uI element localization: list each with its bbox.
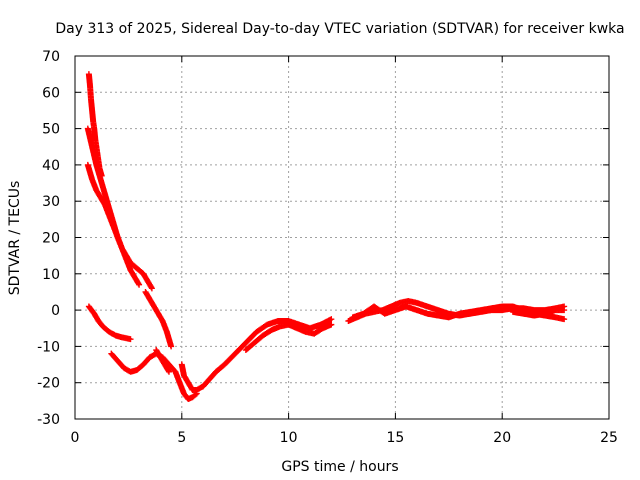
data-series: [84, 71, 568, 403]
y-tick-label: 20: [42, 231, 60, 247]
series-arc-9: [242, 321, 335, 354]
series-arc-3: [84, 161, 155, 292]
y-tick-label: 70: [42, 49, 60, 65]
y-tick-label: 10: [42, 267, 60, 283]
data-point-markers: [509, 307, 568, 319]
x-tick-label: 10: [280, 430, 298, 446]
x-axis-label: GPS time / hours: [281, 459, 398, 475]
data-point-markers: [178, 316, 335, 393]
y-tick-label: 50: [42, 122, 60, 138]
x-tick-label: 15: [386, 430, 404, 446]
y-tick-label: 0: [51, 303, 60, 319]
data-point-markers: [142, 288, 175, 350]
series-arc-8: [178, 316, 335, 393]
y-tick-label: 40: [42, 158, 60, 174]
data-point-markers: [85, 303, 134, 343]
series-arc-7: [153, 347, 172, 375]
plot-frame: [74, 55, 610, 420]
y-tick-label: -20: [37, 376, 60, 392]
series-arc-4: [142, 288, 175, 350]
data-point-markers: [84, 161, 155, 292]
series-arc-5: [85, 303, 134, 343]
grid: [75, 56, 609, 419]
x-tick-label: 20: [493, 430, 511, 446]
chart-title: Day 313 of 2025, Sidereal Day-to-day VTE…: [55, 21, 624, 37]
y-tick-label: 60: [42, 85, 60, 101]
data-point-markers: [242, 321, 335, 354]
y-tick-label: -30: [37, 412, 60, 428]
series-arc-12: [509, 307, 568, 319]
y-tick-label: -10: [37, 339, 60, 355]
x-tick-label: 0: [71, 430, 80, 446]
y-tick-label: 30: [42, 194, 60, 210]
y-axis-label: SDTVAR / TECUs: [7, 181, 23, 296]
data-point-markers: [153, 347, 172, 375]
x-tick-label: 25: [600, 430, 618, 446]
tick-labels: -30 -20 -10 0 10 20 30 40 50 60 70 0 5 10 15 20 25: [37, 49, 618, 446]
x-tick-label: 5: [177, 430, 186, 446]
